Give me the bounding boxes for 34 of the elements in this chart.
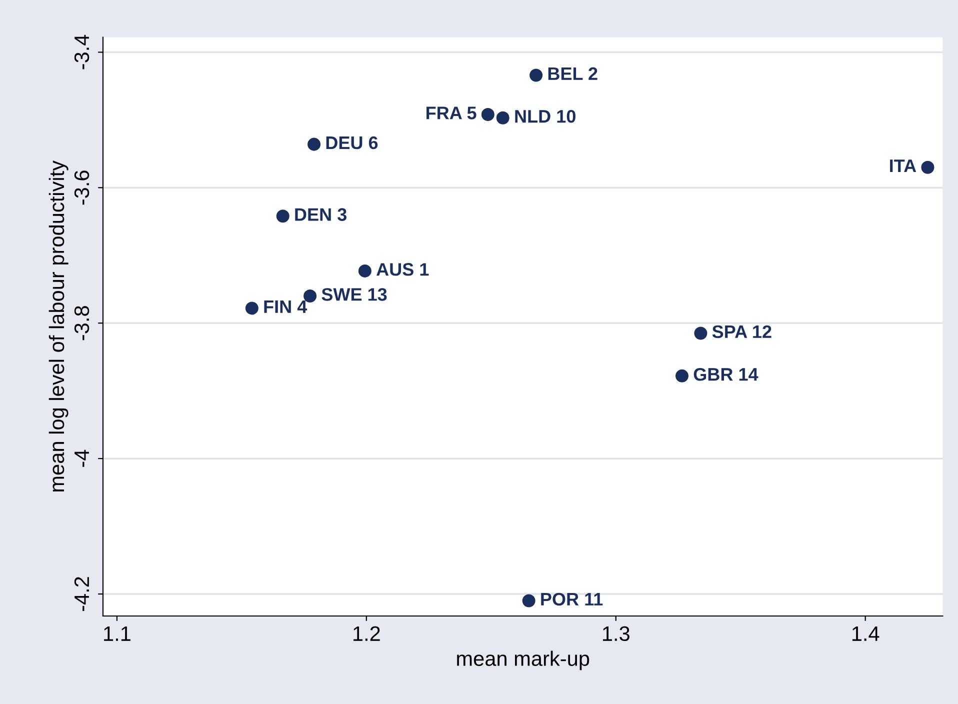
y-tick-label: -4 bbox=[74, 450, 89, 467]
x-axis-title: mean mark-up bbox=[457, 650, 590, 670]
annotation: FIN 4 bbox=[264, 300, 308, 313]
annotation: DEU 6 bbox=[326, 136, 378, 150]
point bbox=[276, 210, 290, 223]
annotation: AUS 1 bbox=[376, 263, 429, 276]
x-tick-label: 1.3 bbox=[602, 626, 630, 642]
point bbox=[245, 302, 258, 315]
annotation: GBR 14 bbox=[694, 368, 758, 381]
point bbox=[675, 369, 688, 382]
y-tick-label: -3.8 bbox=[74, 306, 90, 340]
annotation: ITA bbox=[890, 160, 916, 172]
point bbox=[308, 138, 321, 151]
annotation: SPA 12 bbox=[712, 325, 772, 338]
point bbox=[358, 264, 372, 278]
point bbox=[481, 108, 494, 122]
x-tick-label: 1.2 bbox=[354, 626, 380, 641]
point bbox=[496, 111, 510, 124]
annotation: DEN 3 bbox=[295, 208, 346, 221]
point bbox=[530, 68, 543, 82]
y-tick-label: -3.4 bbox=[74, 34, 90, 70]
point bbox=[921, 160, 934, 174]
y-tick-label: -3.6 bbox=[74, 170, 90, 205]
annotation: FRA 5 bbox=[426, 106, 476, 120]
annotation: SWE 13 bbox=[322, 288, 387, 301]
x-tick-label: 1.4 bbox=[852, 626, 880, 641]
point bbox=[522, 594, 536, 608]
annotation: POR 11 bbox=[541, 592, 603, 606]
annotation: BEL 2 bbox=[548, 67, 598, 80]
annotation: NLD 10 bbox=[515, 110, 576, 123]
point bbox=[694, 326, 708, 340]
y-axis-title: mean log level of labour productivity bbox=[48, 160, 68, 492]
y-tick-label: -4.2 bbox=[74, 577, 89, 612]
x-tick-label: 1.1 bbox=[104, 626, 130, 641]
